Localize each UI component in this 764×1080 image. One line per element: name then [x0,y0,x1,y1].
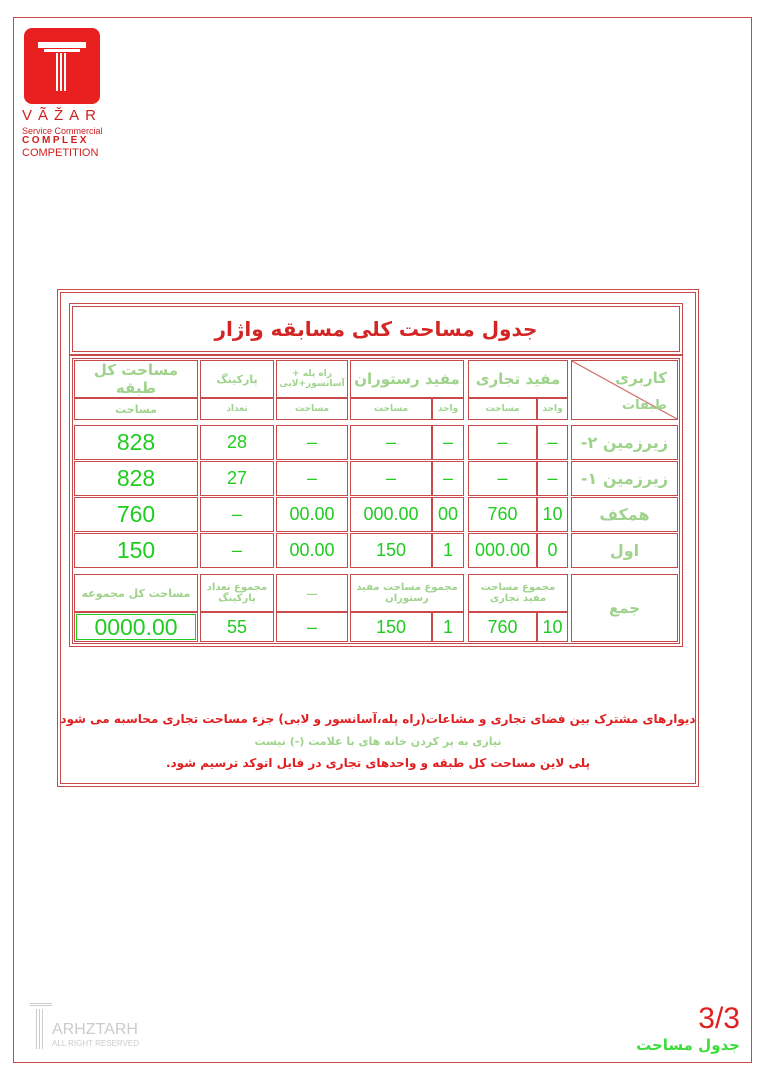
totals-res-area: 150 [350,612,432,642]
table-title: جدول مساحت کلی مسابقه واژار [214,316,538,341]
totals-com-label: مجموع مساحت مفید تجاری [468,574,568,612]
rights-text: ALL RIGHT RESERVED [52,1039,139,1048]
totals-parking: 55 [200,612,274,642]
note-3: پلی لاین مساحت کل طبقه و واحدهای تجاری د… [165,756,591,770]
header-total: مساحت کل طبقه [74,360,198,398]
header-restaurant: مفید رستوران [350,360,464,398]
sheet-caption: جدول مساحت [636,1036,740,1054]
row-4-res-area: 150 [350,533,432,568]
row-1-parking: 28 [200,425,274,460]
row-2-com-unit: – [537,461,568,496]
row-2-res-area: – [350,461,432,496]
row-1-total: 828 [74,425,198,460]
header-commercial: مفید تجاری [468,360,568,398]
header-com-area: مساحت [468,398,537,420]
row-1-com-area: – [468,425,537,460]
row-4-com-area: 000.00 [468,533,537,568]
vazar-logo [24,28,100,104]
row-2-stair: – [276,461,348,496]
totals-total: 0000.00 [74,612,198,642]
row-3-parking: – [200,497,274,532]
header-res-area: مساحت [350,398,432,420]
header-usage: کاربری [615,369,667,387]
header-stair: راه پله + آسانسور+لابی [276,360,348,398]
brand-name: ARHZTARH [52,1021,138,1038]
row-4-total: 150 [74,533,198,568]
header-com-unit: واحد [537,398,568,420]
row-3-floor: همکف [571,497,678,532]
row-2-total: 828 [74,461,198,496]
totals-total-label: مساحت کل مجموعه [74,574,198,612]
row-4-res-unit: 1 [432,533,464,568]
page-number: 3/3 [698,1002,740,1035]
header-stair-area: مساحت [276,398,348,420]
row-3-stair: 00.00 [276,497,348,532]
row-1-com-unit: – [537,425,568,460]
row-3-res-unit: 00 [432,497,464,532]
header-res-unit: واحد [432,398,464,420]
totals-label: جمع [571,574,678,642]
totals-stair-label: – [276,574,348,612]
note-1: دیوارهای مشترک بین فضای تجاری و مشاعات(ر… [60,712,696,726]
note-2: نیازی به پر کردن خانه های با علامت (-) ن… [254,735,502,748]
row-2-com-area: – [468,461,537,496]
header-corner: کاربری طبقات [571,360,678,420]
totals-res-label: مجموع مساحت مفید رستوران [350,574,464,612]
logo-line2: COMPLEX [22,135,89,146]
row-3-com-area: 760 [468,497,537,532]
row-1-floor: زیرزمین ۲- [571,425,678,460]
sheet-frame [13,17,752,1063]
row-3-com-unit: 10 [537,497,568,532]
table-frame [69,355,683,647]
header-floors: طبقات [622,398,667,413]
totals-com-unit: 10 [537,612,568,642]
row-2-res-unit: – [432,461,464,496]
row-2-floor: زیرزمین ۱- [571,461,678,496]
totals-stair: – [276,612,348,642]
logo-name: VÃŽAR [22,107,103,124]
row-4-parking: – [200,533,274,568]
row-1-stair: – [276,425,348,460]
logo-line3: COMPETITION [22,147,99,159]
row-1-res-area: – [350,425,432,460]
row-3-res-area: 000.00 [350,497,432,532]
header-total-area: مساحت [74,398,198,420]
row-2-parking: 27 [200,461,274,496]
row-4-stair: 00.00 [276,533,348,568]
row-1-res-unit: – [432,425,464,460]
table-outer-frame [57,289,699,787]
logo-line1: Service Commercial [22,126,103,136]
title-box [69,303,683,355]
row-4-floor: اول [571,533,678,568]
row-3-total: 760 [74,497,198,532]
header-parking-count: تعداد [200,398,274,420]
header-parking: پارکینگ [200,360,274,398]
totals-res-unit: 1 [432,612,464,642]
totals-parking-label: مجموع تعداد پارکینگ [200,574,274,612]
totals-com-area: 760 [468,612,537,642]
row-4-com-unit: 0 [537,533,568,568]
